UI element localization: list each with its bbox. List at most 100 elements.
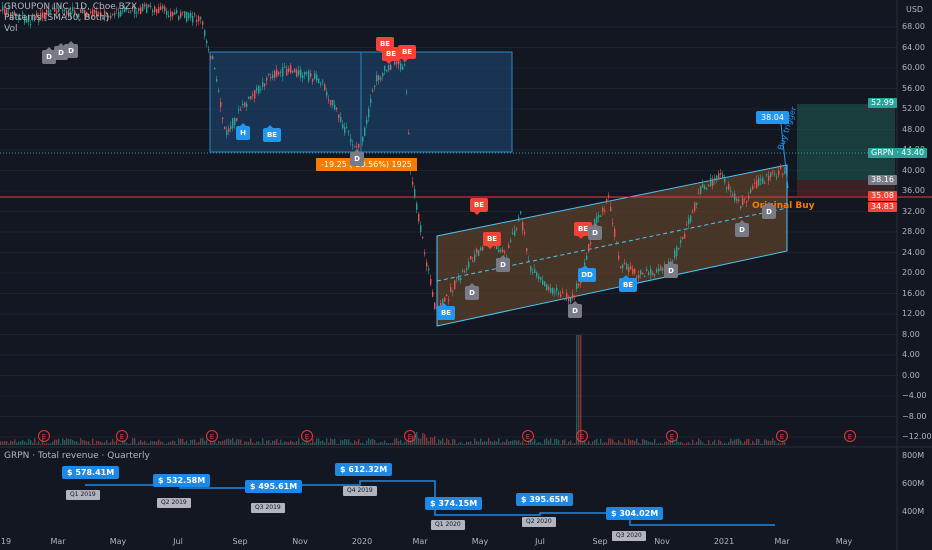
volume-bar <box>196 442 198 445</box>
candle-body <box>174 12 176 15</box>
candle-body <box>620 266 622 269</box>
candle-body <box>414 189 416 197</box>
candle-body <box>676 247 678 256</box>
revenue-value-label[interactable]: $ 304.02M <box>606 507 664 520</box>
earnings-icon[interactable]: E <box>206 430 218 442</box>
earnings-icon[interactable]: E <box>38 430 50 442</box>
candle-body <box>570 297 572 303</box>
revenue-value-label[interactable]: $ 395.65M <box>516 493 574 506</box>
volume-bar <box>296 441 298 445</box>
candle-body <box>536 272 538 277</box>
earnings-icon[interactable]: E <box>404 430 416 442</box>
pattern-marker[interactable]: D <box>465 283 479 300</box>
volume-bar <box>128 443 130 445</box>
volume-bar <box>460 442 462 445</box>
candle-body <box>170 11 172 17</box>
candle-body <box>424 252 426 254</box>
pattern-marker[interactable]: BE <box>382 47 400 64</box>
earnings-icon[interactable]: E <box>522 430 534 442</box>
volume-bar <box>378 442 380 445</box>
candle-body <box>60 5 62 7</box>
revenue-value-label[interactable]: $ 612.32M <box>335 463 393 476</box>
revenue-value-label[interactable]: $ 495.61M <box>245 480 303 493</box>
volume-bar <box>772 438 774 445</box>
revenue-value-label[interactable]: $ 532.58M <box>153 474 211 487</box>
volume-bar <box>624 438 626 445</box>
volume-bar <box>54 439 56 445</box>
revenue-value-label[interactable]: $ 374.15M <box>425 497 483 510</box>
candle-body <box>614 228 616 237</box>
volume-bar <box>708 439 710 445</box>
pattern-marker[interactable]: BE <box>574 222 592 239</box>
time-axis-tick: Mar <box>412 537 428 546</box>
volume-bar <box>188 443 190 445</box>
volume-bar <box>606 442 608 445</box>
pattern-marker[interactable]: BE <box>470 198 488 215</box>
candle-body <box>650 268 652 275</box>
candle-body <box>346 127 348 129</box>
pattern-marker[interactable]: BE <box>263 125 281 142</box>
pattern-marker[interactable]: DD <box>578 265 596 282</box>
volume-bar <box>350 442 352 445</box>
pattern-marker[interactable]: D <box>496 255 510 272</box>
pattern-marker[interactable]: D <box>64 41 78 58</box>
earnings-icon[interactable]: E <box>844 430 856 442</box>
candle-body <box>302 75 304 78</box>
candle-body <box>742 198 744 205</box>
time-axis-tick: 2020 <box>351 537 373 546</box>
pattern-marker[interactable]: D <box>588 223 602 240</box>
volume-bar <box>764 439 766 445</box>
volume-bar <box>284 441 286 445</box>
revenue-panel-title[interactable]: GRPN · Total revenue · Quarterly <box>4 451 150 461</box>
pattern-marker[interactable]: D <box>42 47 56 64</box>
candle-body <box>550 288 552 293</box>
earnings-icon[interactable]: E <box>116 430 128 442</box>
symbol-legend[interactable]: GROUPON INC, 1D, Cboe BZX <box>4 2 138 12</box>
volume-bar <box>560 443 562 445</box>
volume-bar <box>164 443 166 445</box>
volume-legend[interactable]: Vol <box>4 24 18 34</box>
pattern-marker[interactable]: BE <box>437 303 455 320</box>
candle-body <box>268 73 270 76</box>
pattern-marker[interactable]: D <box>735 220 749 237</box>
pattern-marker[interactable]: BE <box>483 232 501 249</box>
candle-body <box>354 146 356 148</box>
volume-bar <box>782 440 784 445</box>
volume-bar <box>22 440 24 445</box>
candle-body <box>468 261 470 268</box>
volume-bar <box>342 440 344 445</box>
pattern-marker[interactable]: BE <box>398 45 416 62</box>
currency-label: USD <box>906 5 924 14</box>
volume-bar <box>658 443 660 445</box>
pattern-marker[interactable]: D <box>762 202 776 219</box>
indicator-legend[interactable]: Patterns [SMA50, Both] <box>4 13 109 23</box>
trigger-price-tag: 35.08 <box>868 191 897 201</box>
volume-bar <box>126 442 128 445</box>
candle-body <box>164 6 166 12</box>
pattern-marker[interactable]: BE <box>619 275 637 292</box>
volume-bar <box>562 440 564 445</box>
volume-bar <box>116 439 118 445</box>
earnings-icon[interactable]: E <box>576 430 588 442</box>
pattern-marker[interactable]: H <box>236 123 250 140</box>
earnings-icon[interactable]: E <box>776 430 788 442</box>
candle-body <box>54 8 56 12</box>
volume-bar <box>252 442 254 445</box>
revenue-value-label[interactable]: $ 578.41M <box>62 466 120 479</box>
earnings-icon[interactable]: E <box>301 430 313 442</box>
pattern-marker[interactable]: D <box>568 301 582 318</box>
volume-bar <box>448 439 450 445</box>
volume-bar <box>278 442 280 445</box>
pattern-marker[interactable]: D <box>350 149 364 166</box>
volume-bar <box>144 440 146 445</box>
pattern-marker[interactable]: D <box>664 261 678 278</box>
candle-body <box>320 83 322 85</box>
candle-body <box>684 234 686 239</box>
candle-body <box>428 268 430 271</box>
earnings-icon[interactable]: E <box>666 430 678 442</box>
candle-body <box>258 85 260 94</box>
candle-body <box>504 251 506 253</box>
volume-bar <box>392 442 394 445</box>
